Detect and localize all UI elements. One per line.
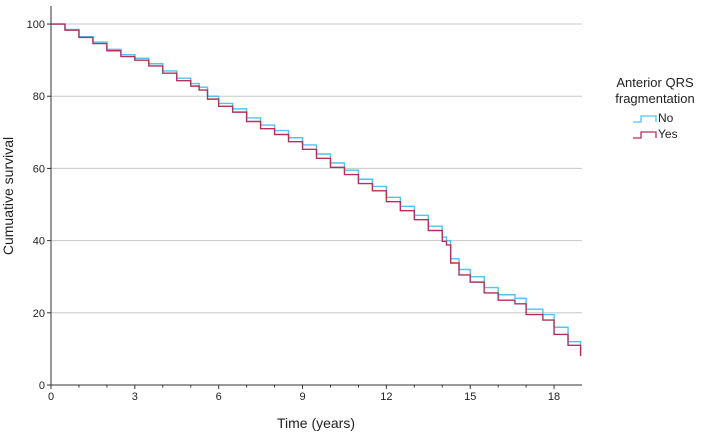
y-tick-label-0: 0	[39, 380, 45, 392]
legend-title-line-2: fragmentation	[615, 91, 695, 106]
x-tick-label-9: 9	[299, 391, 305, 403]
x-tick-label-18: 18	[548, 391, 560, 403]
x-tick-label-12: 12	[380, 391, 392, 403]
series-layer	[51, 23, 582, 357]
y-tick-label-100: 100	[27, 19, 45, 31]
x-tick-label-6: 6	[216, 391, 222, 403]
legend-title-line-1: Anterior QRS	[616, 75, 694, 90]
y-tick-label-60: 60	[33, 163, 45, 175]
axes	[50, 6, 582, 386]
x-tick-label-0: 0	[48, 391, 54, 403]
gridlines	[51, 23, 582, 314]
series-line-no	[51, 23, 582, 353]
ticks: 0 20 40 60 80 100 0 3 6 9 12 15 18	[27, 19, 561, 403]
x-tick-label-15: 15	[464, 391, 476, 403]
series-line-yes	[51, 23, 582, 357]
legend: Anterior QRS fragmentation No Yes	[615, 75, 695, 141]
x-axis-title: Time (years)	[277, 415, 355, 431]
y-tick-label-80: 80	[33, 91, 45, 103]
y-axis-title: Cumuative survival	[0, 137, 16, 255]
legend-swatch-no	[633, 115, 657, 123]
x-tick-label-3: 3	[132, 391, 138, 403]
legend-swatch-yes	[633, 131, 657, 139]
legend-label-yes: Yes	[658, 127, 678, 141]
y-tick-label-20: 20	[33, 308, 45, 320]
legend-label-no: No	[658, 111, 674, 125]
y-tick-label-40: 40	[33, 236, 45, 248]
